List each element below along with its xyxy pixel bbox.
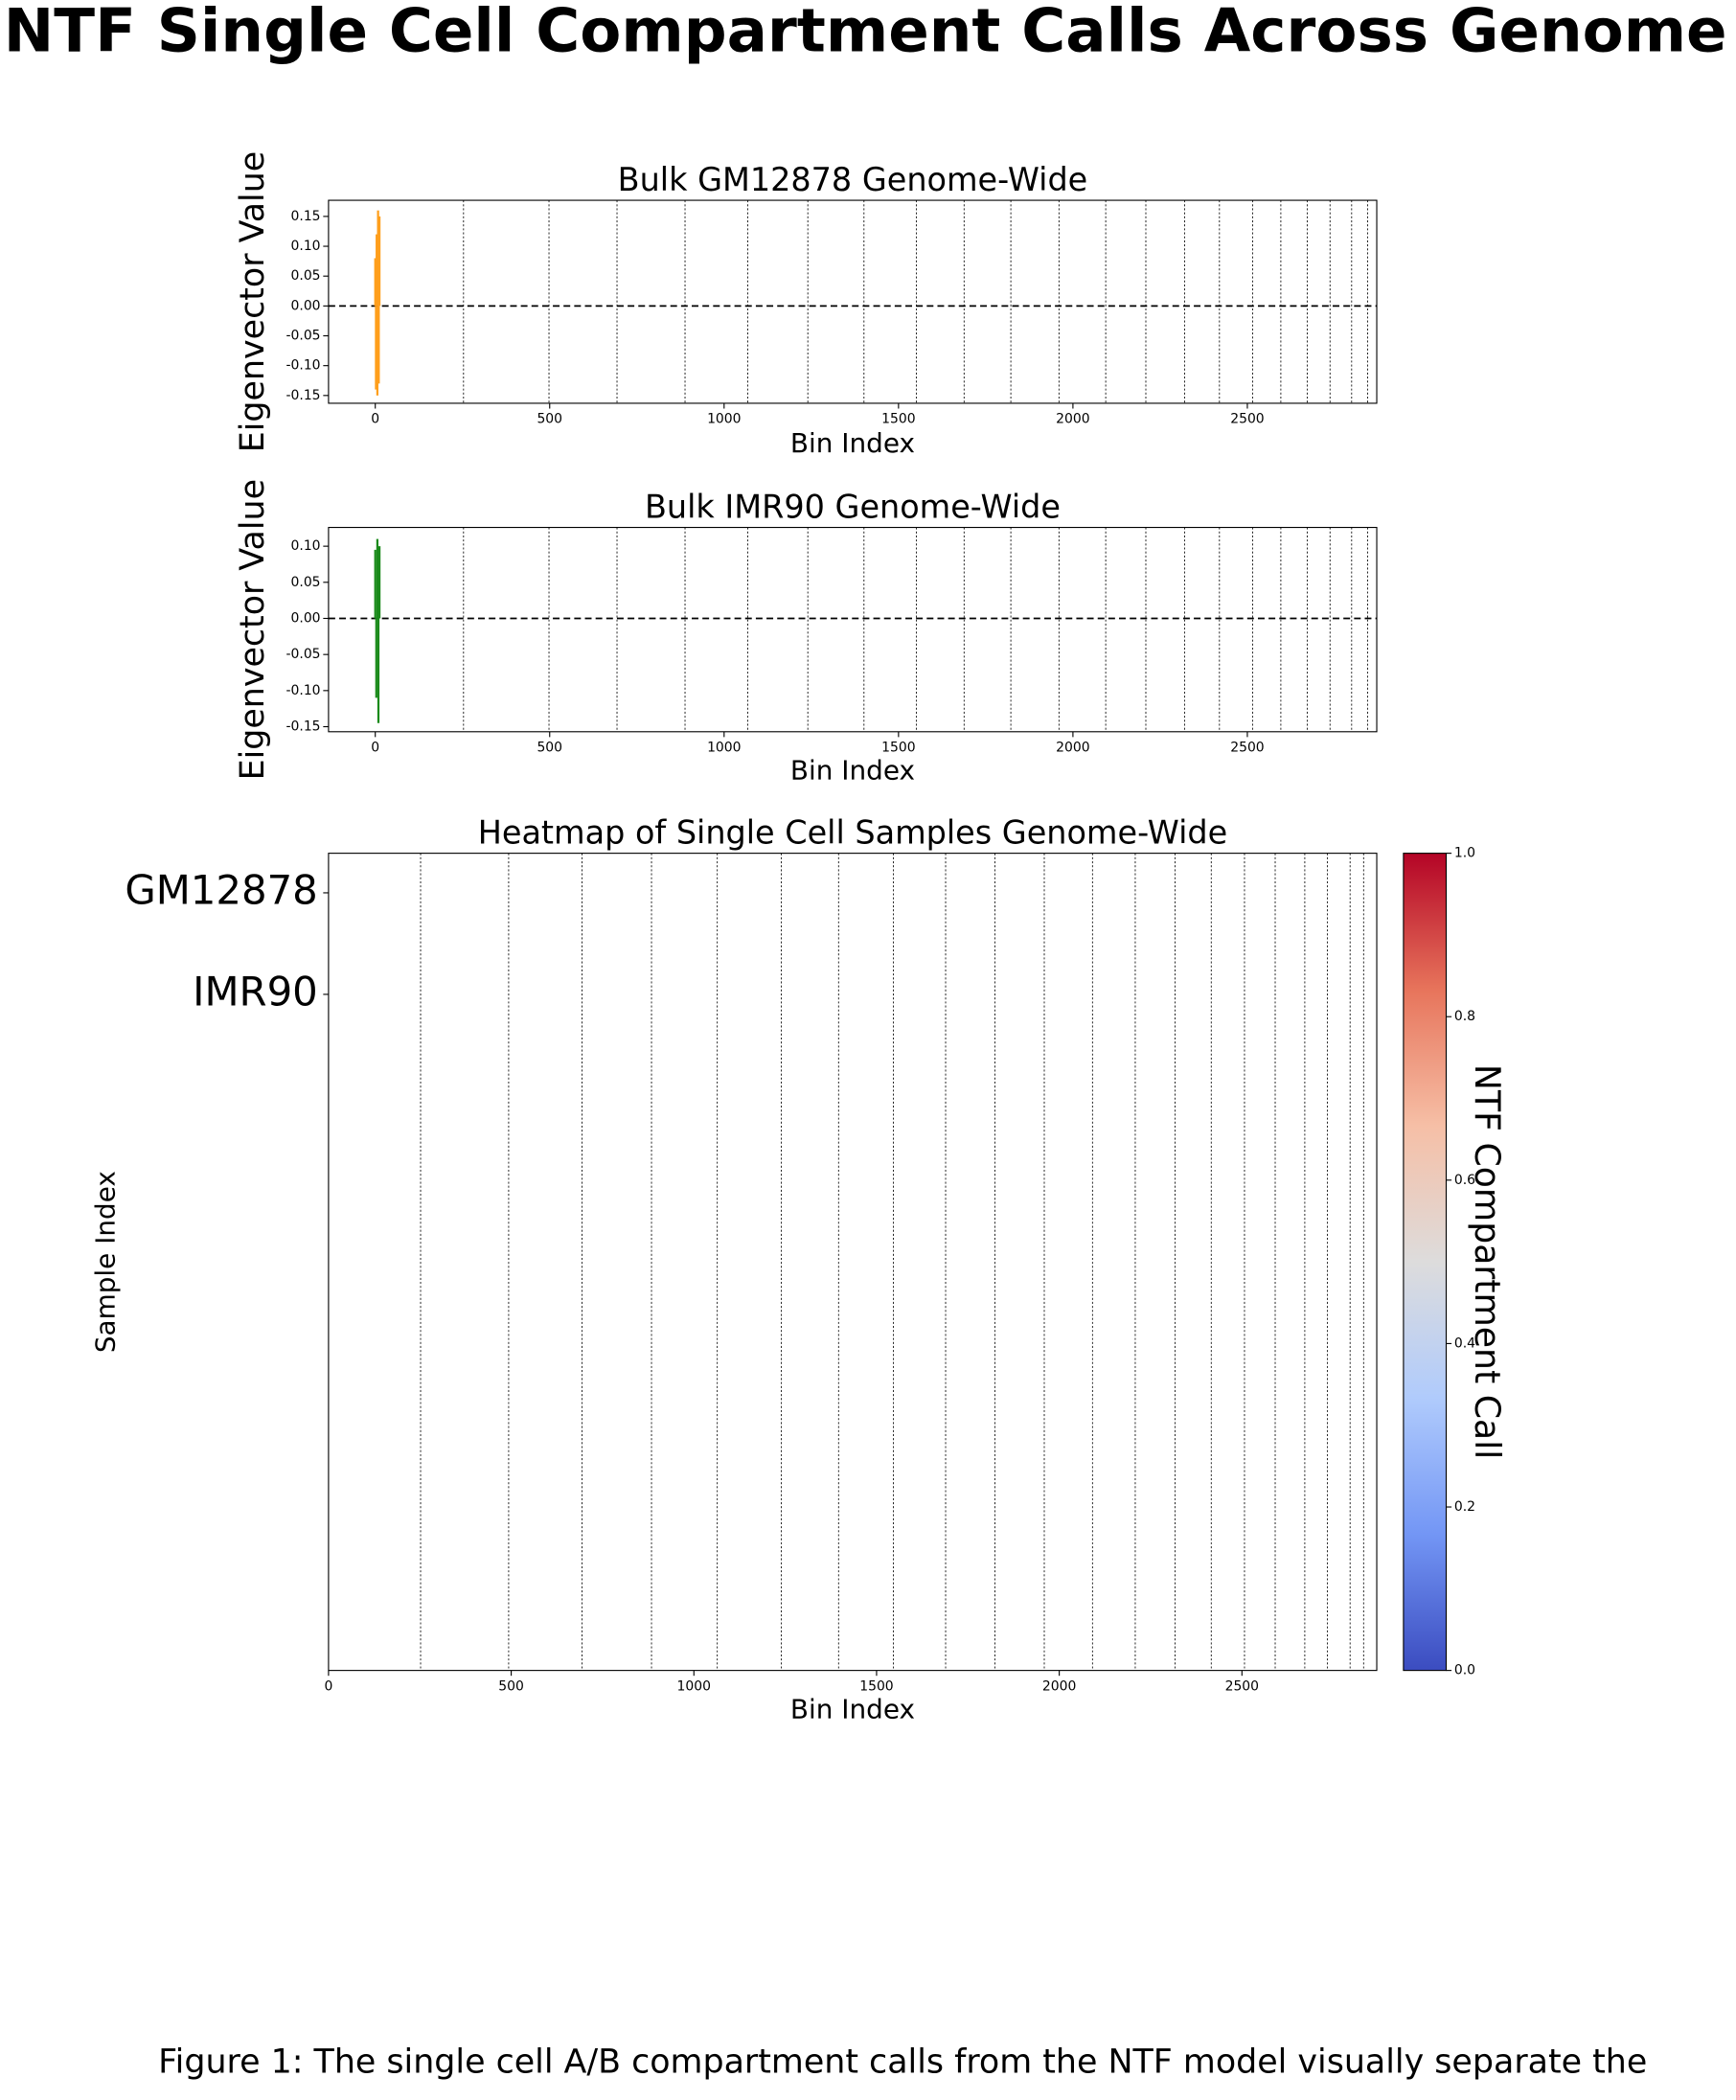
x-tick-label: 0 — [324, 1678, 332, 1694]
axis-title: Heatmap of Single Cell Samples Genome-Wi… — [478, 814, 1227, 852]
x-tick-label: 2500 — [1225, 1678, 1259, 1694]
plot-frame — [328, 526, 1378, 733]
bar — [377, 546, 381, 619]
x-axis-label: Bin Index — [790, 427, 915, 459]
y-tick-label: IMR90 — [193, 968, 318, 1015]
axis-title: Bulk GM12878 Genome-Wide — [618, 161, 1088, 198]
bar — [377, 210, 379, 307]
x-tick-label: 1000 — [707, 741, 741, 756]
y-tick-label: -0.05 — [286, 647, 321, 662]
y-tick-label: -0.10 — [286, 358, 321, 374]
x-tick-label: 1500 — [881, 412, 915, 427]
y-axis-label: Eigenvector Value — [234, 479, 272, 780]
x-axis-label: Bin Index — [790, 755, 915, 787]
x-axis-label: Bin Index — [790, 1693, 915, 1724]
x-tick-label: 0 — [371, 741, 379, 756]
colorbar-label: NTF Compartment Call — [1467, 1064, 1508, 1459]
x-tick-label: 1000 — [677, 1678, 711, 1694]
colorbar-tick-label: 0.4 — [1454, 1335, 1475, 1351]
y-tick-label: 0.10 — [291, 538, 321, 554]
bar — [376, 306, 379, 396]
x-tick-label: 1500 — [859, 1678, 893, 1694]
y-tick-label: -0.05 — [286, 329, 321, 344]
y-tick-label: 0.10 — [291, 239, 321, 254]
y-tick-label: GM12878 — [125, 866, 317, 913]
figure-title: NTF Single Cell Compartment Calls Across… — [4, 0, 1727, 65]
y-tick-label: 0.00 — [291, 298, 321, 313]
x-tick-label: 2500 — [1230, 412, 1264, 427]
x-tick-label: 1000 — [707, 412, 741, 427]
bar — [377, 306, 380, 384]
x-tick-label: 2000 — [1042, 1678, 1076, 1694]
x-tick-label: 1500 — [881, 741, 915, 756]
y-tick-label: -0.15 — [286, 388, 321, 403]
y-tick-label: 0.05 — [291, 268, 321, 284]
y-tick-label: 0.15 — [291, 209, 321, 224]
plot-frame — [328, 199, 1378, 404]
colorbar-tick-label: 0.0 — [1454, 1663, 1475, 1678]
colorbar-tick-label: 0.2 — [1454, 1499, 1475, 1515]
y-tick-label: -0.15 — [286, 719, 321, 735]
bar — [374, 549, 377, 619]
y-tick-label: 0.05 — [291, 575, 321, 590]
x-tick-label: 2000 — [1056, 741, 1089, 756]
x-tick-label: 500 — [498, 1678, 524, 1694]
plot-frame — [328, 853, 1378, 1672]
x-tick-label: 500 — [537, 412, 562, 427]
x-tick-label: 0 — [371, 412, 379, 427]
x-tick-label: 2500 — [1230, 741, 1264, 756]
colorbar-tick-label: 1.0 — [1454, 846, 1475, 861]
bar — [374, 258, 377, 307]
colorbar — [1403, 853, 1448, 1672]
bar — [376, 234, 378, 307]
caption: Figure 1: The single cell A/B compartmen… — [158, 2043, 1647, 2081]
bar — [375, 306, 377, 390]
bar — [376, 538, 379, 619]
x-tick-label: 2000 — [1056, 412, 1089, 427]
y-tick-label: -0.10 — [286, 683, 321, 698]
colorbar-tick-label: 0.6 — [1454, 1173, 1475, 1188]
colorbar-tick-label: 0.8 — [1454, 1009, 1475, 1024]
bar — [377, 618, 380, 723]
y-tick-label: 0.00 — [291, 610, 321, 626]
y-axis-label: Sample Index — [90, 1171, 122, 1353]
y-axis-label: Eigenvector Value — [234, 151, 272, 452]
axis-title: Bulk IMR90 Genome-Wide — [645, 489, 1061, 526]
bar — [375, 618, 377, 698]
bar — [377, 216, 381, 307]
x-tick-label: 500 — [537, 741, 562, 756]
